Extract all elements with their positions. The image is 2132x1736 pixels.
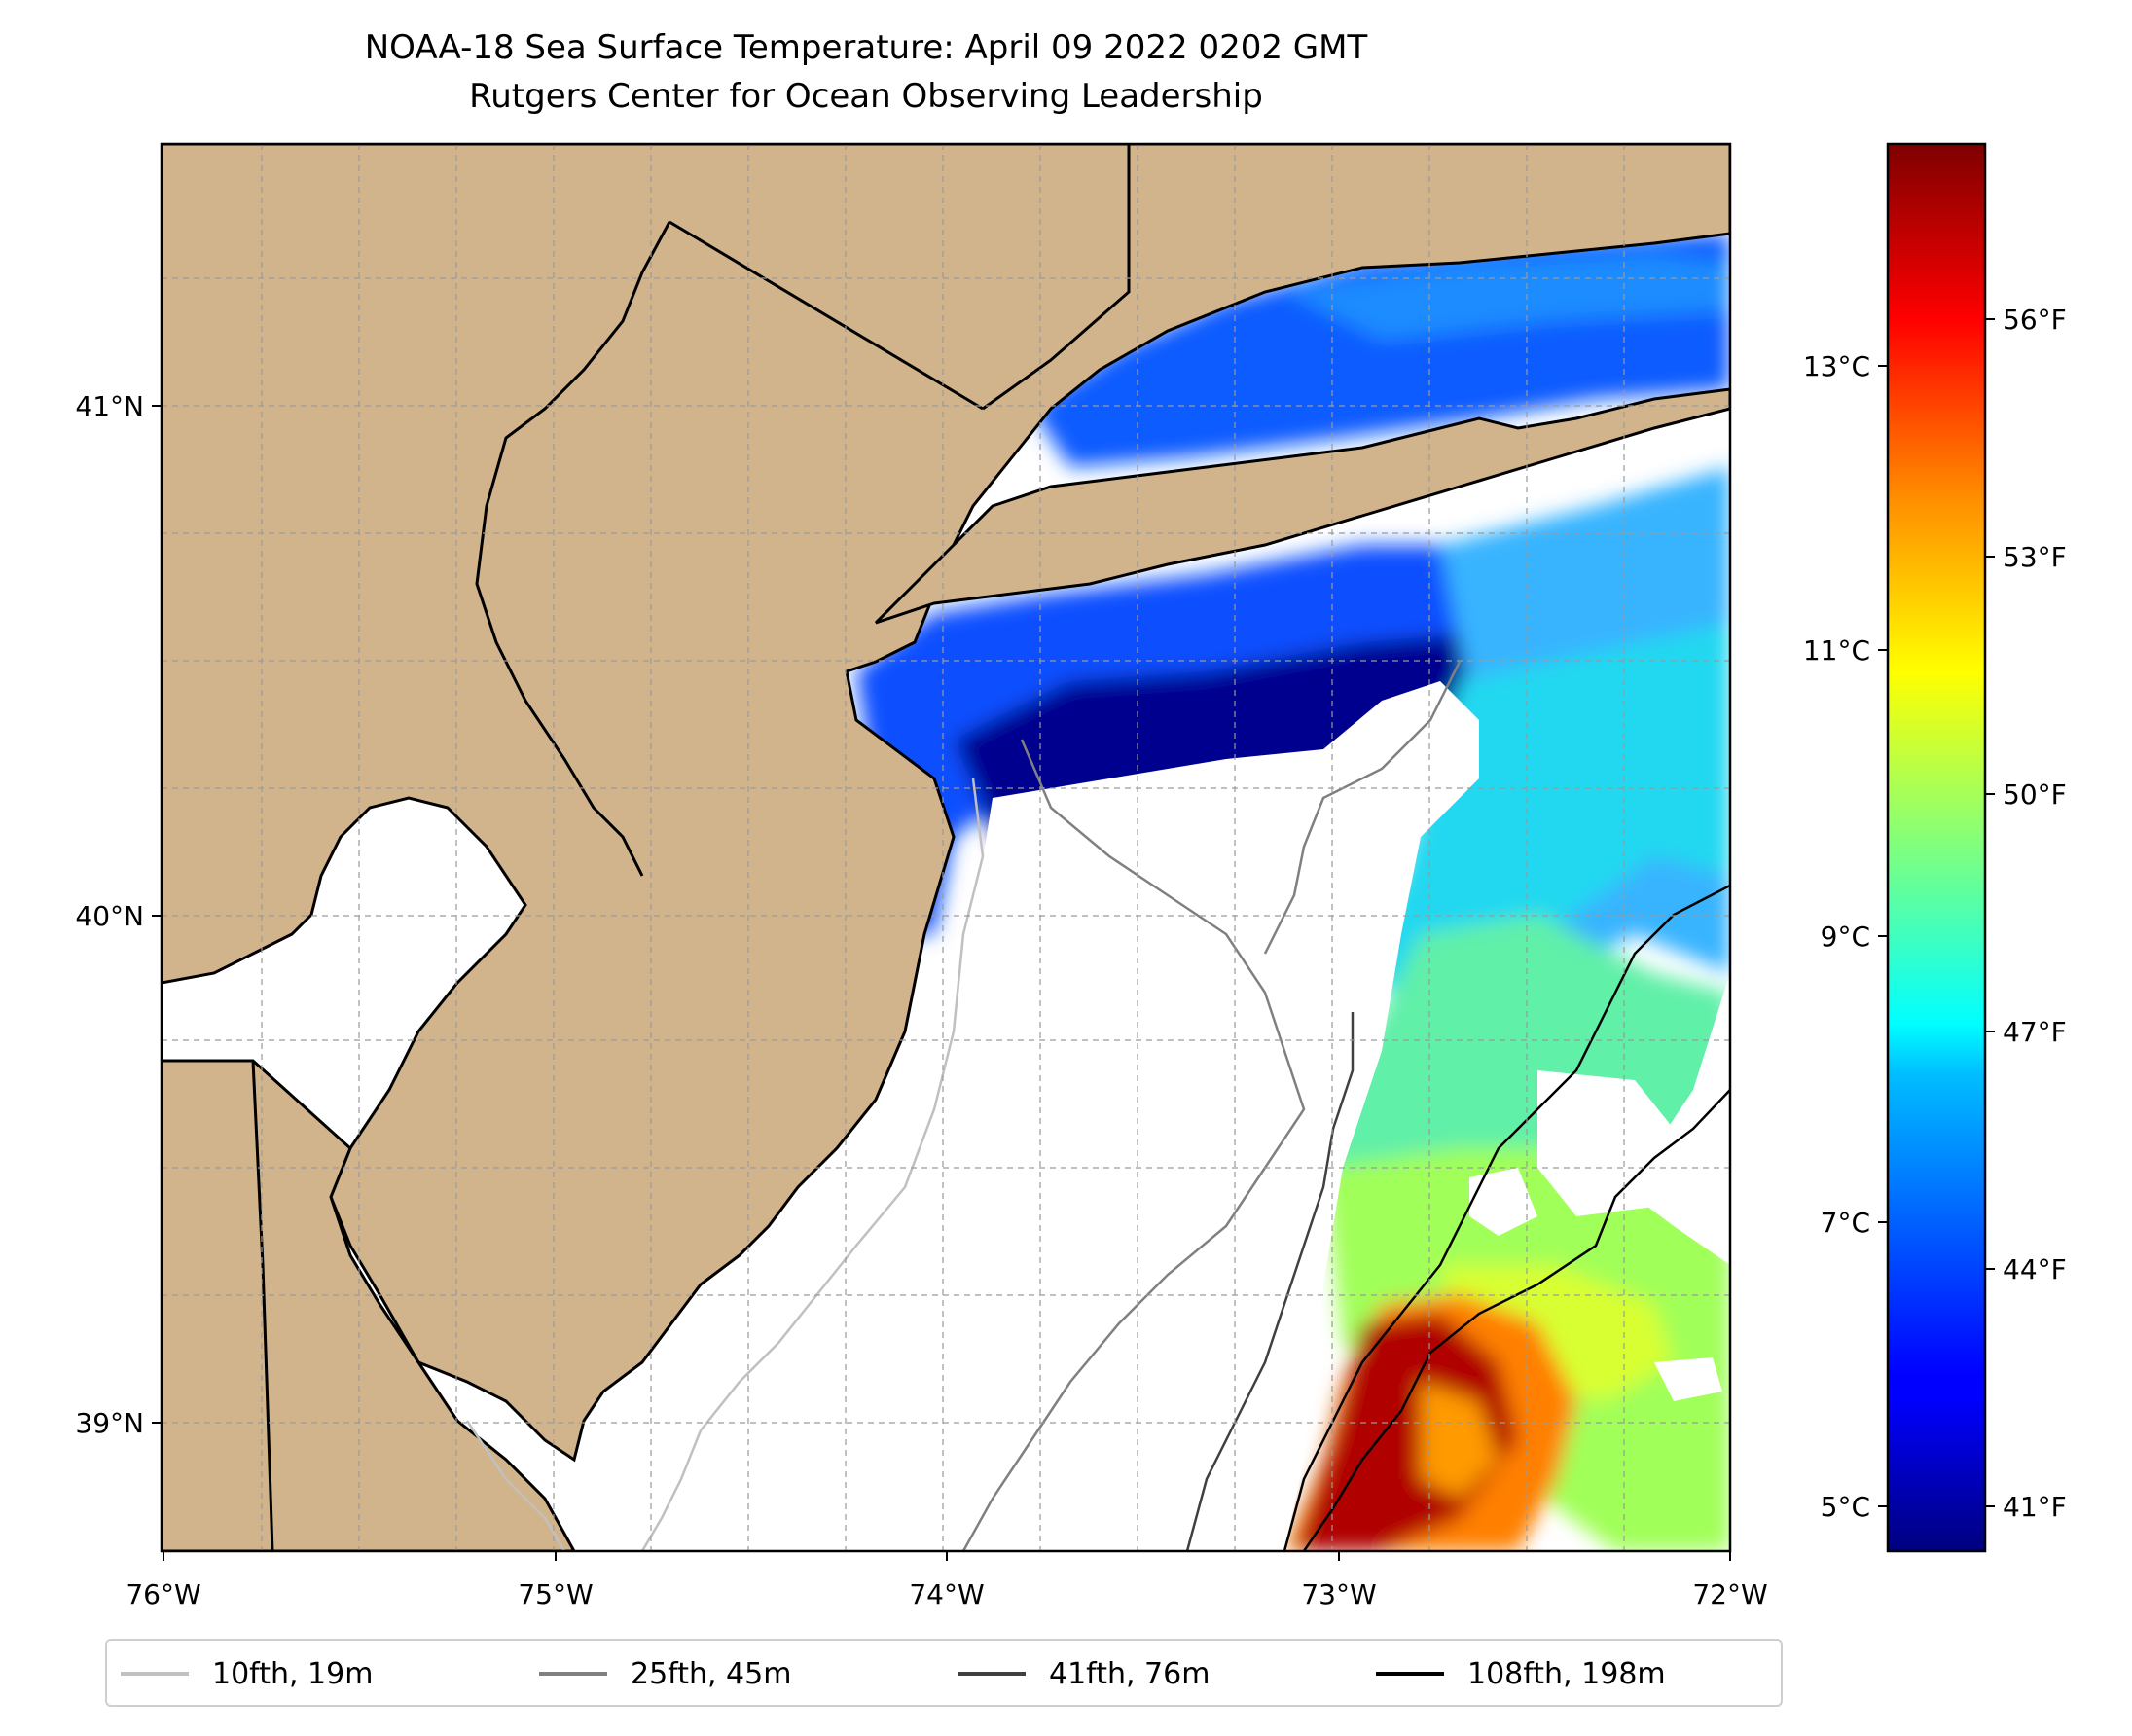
map-area [162, 144, 1730, 1551]
axis-ticks [152, 405, 1731, 1561]
chart-title: NOAA-18 Sea Surface Temperature: April 0… [364, 28, 1368, 67]
lon-tick-73w: 73°W [1301, 1578, 1376, 1610]
lon-tick-72w: 72°W [1692, 1578, 1767, 1610]
state-borders [162, 144, 1131, 1551]
colorbar [1886, 142, 1987, 1553]
legend-label-10fth: 10fth, 19m [212, 1656, 374, 1691]
legend-swatch-10fth [121, 1672, 189, 1676]
cbar-c-5: 5°C [1821, 1491, 1870, 1523]
cbar-c-11: 11°C [1803, 634, 1870, 667]
colorbar-celsius-labels: 5°C 7°C 9°C 11°C 13°C [1803, 350, 1870, 1523]
isobath-41fth [1185, 1012, 1355, 1551]
isobath-10fth [465, 778, 985, 1551]
lat-tick-41n: 41°N [75, 390, 144, 422]
cbar-f-53: 53°F [2003, 541, 2067, 573]
cbar-f-47: 47°F [2003, 1016, 2067, 1048]
legend-item-10fth: 10fth, 19m [121, 1654, 373, 1693]
legend-swatch-108fth [1376, 1672, 1444, 1676]
legend-label-25fth: 25fth, 45m [631, 1656, 792, 1691]
legend-label-108fth: 108fth, 198m [1467, 1656, 1666, 1691]
legend-item-25fth: 25fth, 45m [539, 1654, 791, 1693]
lon-tick-76w: 76°W [126, 1578, 200, 1610]
cbar-f-41: 41°F [2003, 1491, 2067, 1523]
colorbar-ticks [1878, 318, 1995, 1507]
lon-tick-labels: 76°W 75°W 74°W 73°W 72°W [126, 1578, 1767, 1610]
chart-subtitle: Rutgers Center for Ocean Observing Leade… [469, 77, 1263, 116]
legend-item-108fth: 108fth, 198m [1376, 1654, 1666, 1693]
lat-tick-labels: 39°N 40°N 41°N [75, 390, 144, 1439]
lat-tick-40n: 40°N [75, 900, 144, 932]
lon-tick-74w: 74°W [909, 1578, 984, 1610]
isobath-legend: 10fth, 19m 25fth, 45m 41fth, 76m 108fth,… [105, 1639, 1783, 1707]
cbar-f-56: 56°F [2003, 304, 2067, 336]
gridlines [162, 144, 1730, 1551]
lat-tick-39n: 39°N [75, 1407, 144, 1439]
legend-item-41fth: 41fth, 76m [958, 1654, 1210, 1693]
colorbar-fahrenheit-labels: 41°F 44°F 47°F 50°F 53°F 56°F [2003, 304, 2067, 1523]
lon-tick-75w: 75°W [518, 1578, 593, 1610]
cbar-c-13: 13°C [1803, 350, 1870, 382]
isobath-25fth [961, 661, 1462, 1551]
cbar-f-50: 50°F [2003, 778, 2067, 811]
legend-label-41fth: 41fth, 76m [1049, 1656, 1211, 1691]
cbar-c-9: 9°C [1821, 921, 1870, 953]
cbar-c-7: 7°C [1821, 1207, 1870, 1239]
cbar-f-44: 44°F [2003, 1253, 2067, 1285]
isobath-108fth [1283, 884, 1730, 1551]
legend-swatch-25fth [539, 1672, 607, 1676]
legend-swatch-41fth [958, 1672, 1026, 1676]
cloud-gaps [934, 681, 1722, 1551]
